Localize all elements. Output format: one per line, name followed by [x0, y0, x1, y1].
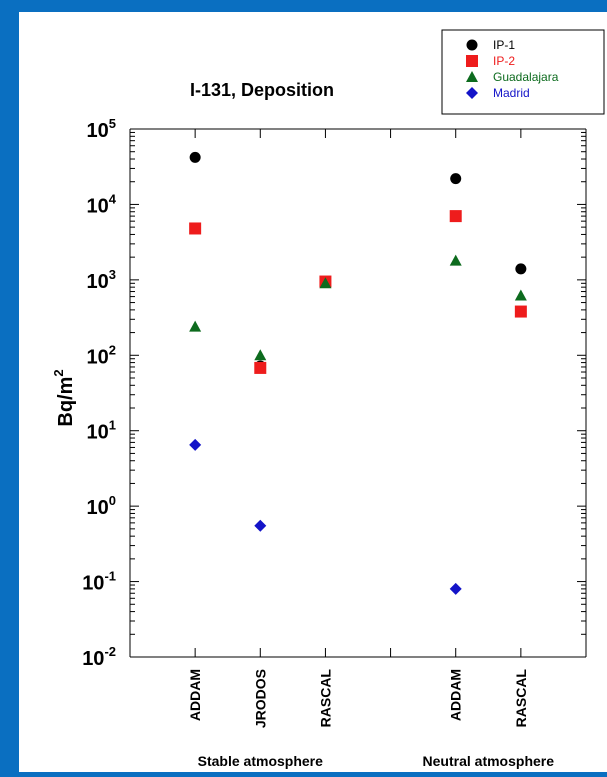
legend-label: Guadalajara: [493, 70, 559, 84]
chart-title: I-131, Deposition: [190, 80, 334, 100]
data-point-ip-1: [515, 263, 527, 275]
data-point-madrid: [189, 438, 202, 451]
group-label: Neutral atmosphere: [423, 753, 555, 769]
legend-marker-guadalajara: [466, 71, 478, 82]
y-tick-label: 105: [87, 116, 116, 142]
legend-marker-ip-2: [466, 55, 478, 67]
data-point-madrid: [449, 582, 462, 595]
legend-label: IP-1: [493, 38, 515, 52]
chart-panel: I-131, Deposition IP-1 IP-2 Guadalajara Mad…: [19, 12, 607, 772]
y-tick-label: 103: [87, 267, 116, 293]
data-point-madrid: [254, 519, 267, 532]
y-tick-label: 10-1: [82, 569, 116, 595]
x-category-label: ADDAM: [187, 669, 203, 721]
legend-label: IP-2: [493, 54, 515, 68]
data-point-guadalajara: [254, 349, 267, 361]
x-category-label: JRODOS: [252, 669, 268, 728]
data-point-ip-2: [189, 222, 202, 235]
x-category-label: ADDAM: [448, 669, 464, 721]
legend-marker-madrid: [466, 87, 478, 99]
data-point-guadalajara: [319, 277, 332, 289]
data-point-guadalajara: [449, 254, 462, 266]
legend-marker-ip-1: [466, 39, 478, 51]
y-axis-label: Bq/m2: [51, 369, 77, 426]
data-point-ip-2: [514, 305, 527, 318]
chart: I-131, Deposition IP-1 IP-2 Guadalajara Mad…: [51, 29, 605, 769]
group-label: Stable atmosphere: [198, 753, 323, 769]
data-point-guadalajara: [514, 289, 527, 301]
legend-label: Madrid: [493, 86, 530, 100]
y-tick-label: 104: [87, 191, 117, 217]
legend: IP-1 IP-2 Guadalajara Madrid: [441, 29, 605, 115]
data-point-guadalajara: [189, 320, 202, 332]
y-tick-label: 10-2: [82, 644, 116, 670]
data-point-ip-2: [254, 361, 267, 374]
x-category-label: RASCAL: [317, 669, 333, 728]
data-point-ip-2: [449, 210, 462, 223]
data-point-ip-1: [189, 151, 201, 163]
x-category-label: RASCAL: [513, 669, 529, 728]
y-tick-label: 101: [87, 418, 116, 444]
data-point-ip-1: [450, 173, 462, 185]
y-tick-label: 102: [87, 342, 116, 368]
plot-frame: [129, 128, 587, 658]
y-tick-label: 100: [87, 493, 116, 519]
